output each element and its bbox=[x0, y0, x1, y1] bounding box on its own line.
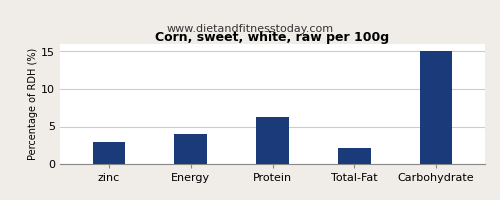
Bar bbox=[92, 142, 126, 164]
Title: Corn, sweet, white, raw per 100g: Corn, sweet, white, raw per 100g bbox=[156, 31, 390, 44]
Y-axis label: Percentage of RDH (%): Percentage of RDH (%) bbox=[28, 48, 38, 160]
Bar bbox=[256, 117, 289, 164]
Bar bbox=[174, 134, 207, 164]
Bar bbox=[420, 51, 452, 164]
Bar bbox=[338, 148, 370, 164]
Text: www.dietandfitnesstoday.com: www.dietandfitnesstoday.com bbox=[166, 24, 334, 34]
